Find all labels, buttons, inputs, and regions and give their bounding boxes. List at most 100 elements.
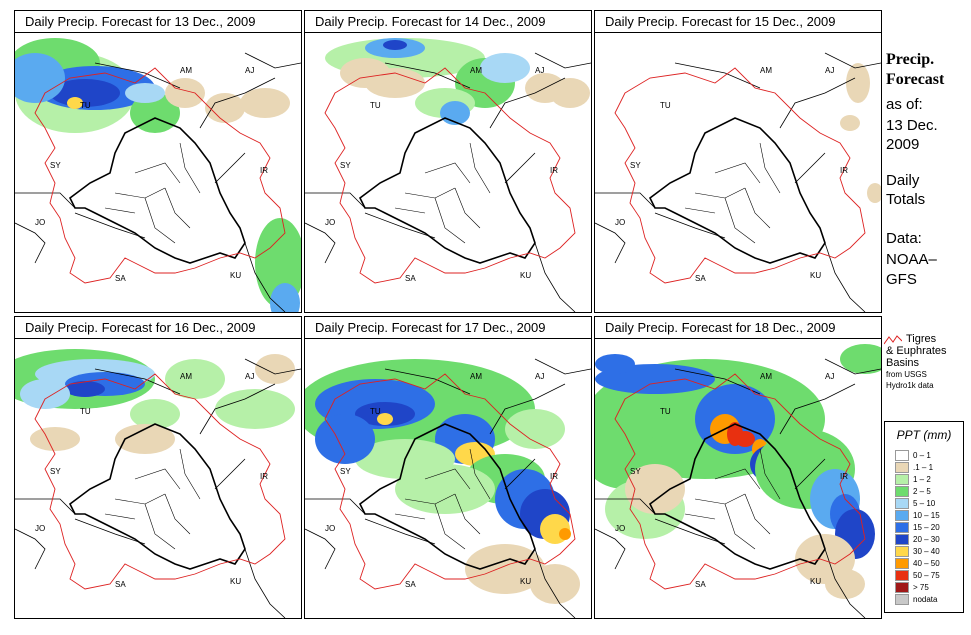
province-boundary	[759, 448, 766, 475]
map-panel-13dec: Daily Precip. Forecast for 13 Dec., 2009…	[14, 10, 302, 313]
country-border	[779, 77, 856, 129]
country-border	[15, 498, 76, 515]
panel-title: Daily Precip. Forecast for 15 Dec., 2009	[595, 11, 881, 33]
precip-area	[240, 88, 290, 118]
precip-area	[867, 183, 881, 203]
country-label-aj: AJ	[535, 372, 544, 381]
country-border	[244, 358, 301, 375]
province-boundary	[469, 142, 476, 169]
basin-boundary	[34, 67, 286, 284]
precip-area	[465, 544, 545, 594]
precip-area	[480, 53, 530, 83]
country-border	[824, 52, 881, 69]
panel-title: Daily Precip. Forecast for 18 Dec., 2009	[595, 317, 881, 339]
precip-area	[315, 414, 375, 464]
country-label-ir: IR	[550, 166, 558, 175]
province-boundary	[394, 207, 426, 214]
legend-swatch	[895, 474, 909, 485]
country-label-am: AM	[760, 372, 772, 381]
country-border	[305, 222, 336, 264]
country-label-sa: SA	[695, 580, 706, 589]
legend-class-label: 1 – 2	[913, 475, 931, 484]
province-boundary	[144, 197, 176, 244]
province-boundary	[134, 162, 181, 184]
legend-swatch	[895, 486, 909, 497]
country-border	[74, 212, 146, 239]
precip-area	[205, 93, 245, 123]
legend-swatch	[895, 594, 909, 605]
legend-class-label: > 75	[913, 583, 929, 592]
legend-swatch	[895, 558, 909, 569]
country-label-ir: IR	[840, 166, 848, 175]
country-border	[15, 222, 46, 264]
country-border	[674, 368, 761, 395]
country-border	[595, 222, 626, 264]
ppt-legend: PPT (mm) 0 – 1 .1 – 1 1 – 2 2 – 5 5 – 10 10 –…	[884, 421, 964, 613]
country-label-tu: TU	[80, 407, 91, 416]
country-border	[384, 368, 471, 395]
legend-swatch	[895, 582, 909, 593]
country-label-sa: SA	[115, 274, 126, 283]
precip-area	[383, 40, 407, 50]
province-boundary	[684, 513, 716, 520]
country-label-aj: AJ	[825, 66, 834, 75]
province-boundary	[759, 142, 766, 169]
country-label-ku: KU	[810, 271, 821, 280]
legend-class-label: 40 – 50	[913, 559, 940, 568]
precip-area	[840, 344, 881, 374]
province-boundary	[724, 503, 756, 550]
legend-class-label: 5 – 10	[913, 499, 936, 508]
precip-area	[550, 78, 590, 108]
country-border	[244, 242, 286, 312]
country-border	[305, 498, 366, 515]
legend-swatch	[895, 534, 909, 545]
country-label-am: AM	[180, 372, 192, 381]
legend-title: PPT (mm)	[896, 428, 952, 442]
iraq-border	[68, 117, 246, 264]
legend-class-label: 30 – 40	[913, 547, 940, 556]
province-boundary	[684, 207, 716, 214]
country-label-ku: KU	[230, 577, 241, 586]
province-boundary	[144, 503, 176, 550]
precip-area	[559, 528, 571, 540]
province-boundary	[184, 473, 201, 500]
precip-map: AM AJ TU SY IR JO SA KU	[305, 38, 591, 312]
precip-area	[255, 354, 295, 384]
province-boundary	[394, 513, 426, 520]
precip-area	[125, 83, 165, 103]
precip-area	[595, 354, 635, 374]
precip-area	[50, 79, 120, 107]
precip-area	[846, 63, 870, 103]
iraq-border	[358, 117, 536, 264]
country-label-am: AM	[470, 66, 482, 75]
country-label-sa: SA	[695, 274, 706, 283]
legend-swatch	[895, 570, 909, 581]
basin-label-3: Basins	[886, 357, 920, 369]
province-boundary	[724, 197, 756, 244]
province-boundary	[114, 493, 166, 505]
province-boundary	[694, 493, 746, 505]
country-border	[534, 52, 591, 69]
country-border	[94, 62, 181, 89]
province-boundary	[164, 493, 191, 535]
precip-area	[30, 427, 80, 451]
country-border	[244, 548, 286, 618]
country-label-ku: KU	[230, 271, 241, 280]
province-boundary	[474, 473, 491, 500]
country-border	[504, 458, 536, 490]
country-border	[305, 192, 366, 209]
country-border	[779, 383, 856, 435]
sidebar-totals: Totals	[886, 191, 926, 208]
precip-map: AM AJ TU SY IR JO SA KU	[595, 344, 881, 618]
country-label-sy: SY	[340, 161, 351, 170]
province-boundary	[454, 493, 481, 535]
precip-area	[825, 569, 865, 599]
precip-area	[377, 413, 393, 425]
province-boundary	[714, 468, 761, 490]
province-boundary	[179, 142, 186, 169]
country-label-sy: SY	[630, 467, 641, 476]
country-label-sy: SY	[50, 161, 61, 170]
basin-boundary	[324, 373, 576, 590]
panel-title: Daily Precip. Forecast for 17 Dec., 2009	[305, 317, 591, 339]
province-boundary	[744, 187, 771, 229]
